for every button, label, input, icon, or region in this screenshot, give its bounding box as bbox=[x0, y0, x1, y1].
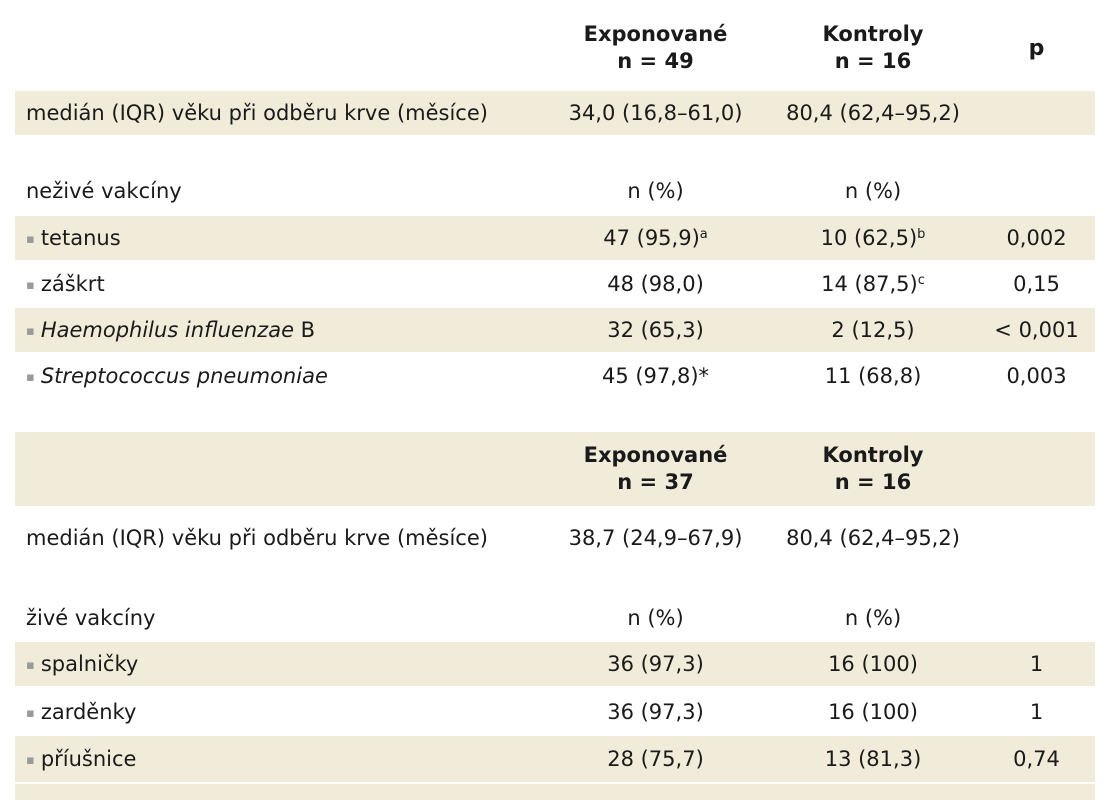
bullet-icon: ▪ bbox=[26, 370, 35, 385]
age-exposed-value: 34,0 (16,8–61,0) bbox=[568, 101, 743, 125]
exposed-value: 28 (75,7) bbox=[607, 747, 704, 771]
exposed-value: 47 (95,9)a bbox=[543, 226, 768, 250]
table-row-section-inactive: neživé vakcíny n (%) n (%) bbox=[15, 169, 1095, 213]
table-row: ▪ Streptococcus pneumoniae 45 (97,8)* 11 … bbox=[15, 354, 1095, 398]
table-bottom-band bbox=[15, 784, 1095, 800]
row-label: ▪ příušnice bbox=[15, 747, 543, 771]
vaccine-name-italic: Streptococcus pneumoniae bbox=[40, 364, 328, 388]
table-header-live: Exponované n = 37 Kontroly n = 16 bbox=[15, 432, 1095, 506]
table-row: ▪ záškrt 48 (98,0) 14 (87,5)c 0,15 bbox=[15, 262, 1095, 306]
controls-value: 14 (87,5)c bbox=[768, 272, 978, 296]
section-label: neživé vakcíny bbox=[26, 179, 182, 203]
exposed-value: 45 (97,8)* bbox=[601, 364, 710, 388]
table-row: ▪ zarděnky 36 (97,3) 16 (100) 1 bbox=[15, 690, 1095, 734]
p-value: 1 bbox=[1029, 652, 1044, 676]
bullet-icon: ▪ bbox=[26, 658, 35, 673]
controls-value: 16 (100) bbox=[828, 700, 918, 724]
age-controls-value: 80,4 (62,4–95,2) bbox=[786, 101, 960, 125]
header-p: p bbox=[1028, 35, 1045, 61]
header-controls-name: Kontroly bbox=[822, 443, 924, 467]
bullet-icon: ▪ bbox=[26, 278, 35, 293]
controls-value: 11 (68,8) bbox=[824, 364, 922, 388]
section-exposed-unit: n (%) bbox=[627, 179, 684, 203]
row-label: ▪ Streptococcus pneumoniae bbox=[15, 364, 543, 388]
controls-count: 10 (62,5) bbox=[820, 226, 918, 250]
footnote-mark: a bbox=[699, 227, 708, 242]
header-controls-n: n = 16 bbox=[834, 470, 912, 494]
age-label: medián (IQR) věku při odběru krve (měsíc… bbox=[26, 101, 488, 125]
bullet-icon: ▪ bbox=[26, 706, 35, 721]
header-exposed: Exponované n = 37 bbox=[543, 442, 768, 496]
header-controls: Kontroly n = 16 bbox=[768, 442, 978, 496]
vaccine-name-suffix: B bbox=[294, 318, 316, 342]
row-label: ▪ spalničky bbox=[15, 652, 543, 676]
bullet-icon: ▪ bbox=[26, 753, 35, 768]
bullet-icon: ▪ bbox=[26, 324, 35, 339]
vaccine-name: příušnice bbox=[40, 747, 137, 771]
header-controls-n: n = 16 bbox=[834, 49, 912, 73]
header-exposed-n: n = 37 bbox=[617, 470, 694, 494]
exposed-value: 32 (65,3) bbox=[607, 318, 704, 342]
row-label: ▪ záškrt bbox=[15, 272, 543, 296]
table-row: ▪ tetanus 47 (95,9)a 10 (62,5)b 0,002 bbox=[15, 216, 1095, 260]
p-value: 0,15 bbox=[1013, 272, 1060, 296]
p-value: 0,002 bbox=[1006, 226, 1067, 250]
p-value: < 0,001 bbox=[994, 318, 1079, 342]
exposed-value: 36 (97,3) bbox=[607, 652, 704, 676]
row-label: ▪ tetanus bbox=[15, 226, 543, 250]
exposed-value: 48 (98,0) bbox=[607, 272, 704, 296]
header-exposed-name: Exponované bbox=[583, 443, 728, 467]
footnote-mark: b bbox=[917, 227, 926, 242]
controls-value: 16 (100) bbox=[828, 652, 918, 676]
age-controls-value: 80,4 (62,4–95,2) bbox=[786, 526, 960, 550]
age-label: medián (IQR) věku při odběru krve (měsíc… bbox=[26, 526, 488, 550]
footnote-mark: c bbox=[917, 273, 925, 288]
header-exposed-n: n = 49 bbox=[617, 49, 694, 73]
exposed-count: 47 (95,9) bbox=[603, 226, 700, 250]
p-value: 0,003 bbox=[1006, 364, 1067, 388]
table-row-age-live: medián (IQR) věku při odběru krve (měsíc… bbox=[15, 516, 1095, 560]
controls-value: 10 (62,5)b bbox=[768, 226, 978, 250]
header-controls: Kontroly n = 16 bbox=[768, 21, 978, 75]
vaccine-name: tetanus bbox=[40, 226, 121, 250]
table-row: ▪ příušnice 28 (75,7) 13 (81,3) 0,74 bbox=[15, 736, 1095, 782]
table-row: ▪ Haemophilus influenzae B 32 (65,3) 2 (1… bbox=[15, 308, 1095, 352]
vaccine-name: zarděnky bbox=[40, 700, 137, 724]
table-row: ▪ spalničky 36 (97,3) 16 (100) 1 bbox=[15, 642, 1095, 686]
age-exposed-value: 38,7 (24,9–67,9) bbox=[568, 526, 743, 550]
table-header-inactive: Exponované n = 49 Kontroly n = 16 p bbox=[15, 12, 1095, 84]
section-controls-unit: n (%) bbox=[844, 179, 902, 203]
vaccine-name-italic: Haemophilus influenzae bbox=[40, 318, 294, 342]
p-value: 0,74 bbox=[1013, 747, 1060, 771]
controls-count: 14 (87,5) bbox=[821, 272, 918, 296]
table-row-section-live: živé vakcíny n (%) n (%) bbox=[15, 596, 1095, 640]
section-label: živé vakcíny bbox=[26, 606, 156, 630]
exposed-value: 36 (97,3) bbox=[607, 700, 704, 724]
bullet-icon: ▪ bbox=[26, 232, 35, 247]
section-controls-unit: n (%) bbox=[844, 606, 902, 630]
row-label: ▪ Haemophilus influenzae B bbox=[15, 318, 543, 342]
controls-value: 13 (81,3) bbox=[824, 747, 922, 771]
vaccine-name: záškrt bbox=[40, 272, 105, 296]
header-exposed-name: Exponované bbox=[583, 22, 728, 46]
row-label: ▪ zarděnky bbox=[15, 700, 543, 724]
header-controls-name: Kontroly bbox=[822, 22, 924, 46]
header-exposed: Exponované n = 49 bbox=[543, 21, 768, 75]
controls-value: 2 (12,5) bbox=[831, 318, 915, 342]
table-row-age-inactive: medián (IQR) věku při odběru krve (měsíc… bbox=[15, 91, 1095, 135]
vaccine-name: spalničky bbox=[40, 652, 139, 676]
p-value: 1 bbox=[1029, 700, 1044, 724]
section-exposed-unit: n (%) bbox=[627, 606, 684, 630]
